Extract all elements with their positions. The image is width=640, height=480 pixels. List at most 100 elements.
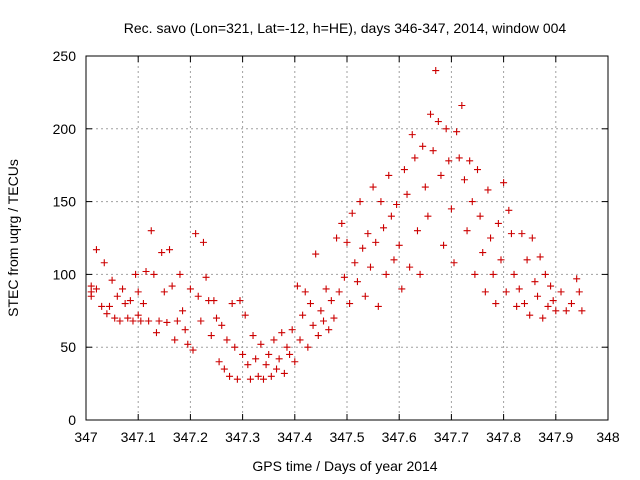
- data-point: [254, 372, 262, 380]
- data-point: [166, 246, 174, 254]
- data-point: [510, 270, 518, 278]
- data-point: [210, 297, 218, 305]
- data-point: [301, 288, 309, 296]
- data-point: [445, 157, 453, 165]
- data-point: [304, 343, 312, 351]
- data-point: [497, 256, 505, 264]
- data-point: [246, 375, 254, 383]
- data-point: [479, 249, 487, 257]
- data-point: [460, 176, 468, 184]
- data-point: [325, 326, 333, 334]
- data-points: [87, 67, 586, 383]
- data-point: [197, 317, 205, 325]
- data-point: [406, 263, 414, 271]
- data-point: [562, 307, 570, 315]
- data-point: [333, 234, 341, 242]
- data-point: [369, 183, 377, 191]
- data-point: [489, 270, 497, 278]
- data-point: [549, 297, 557, 305]
- data-point: [186, 285, 194, 293]
- data-point: [380, 224, 388, 232]
- data-point: [270, 336, 278, 344]
- data-point: [374, 302, 382, 310]
- data-point: [283, 343, 291, 351]
- data-point: [152, 329, 160, 337]
- data-point: [192, 230, 200, 238]
- data-point: [552, 307, 560, 315]
- grid: [86, 56, 608, 420]
- data-point: [539, 314, 547, 322]
- data-point: [265, 350, 273, 358]
- data-point: [528, 234, 536, 242]
- y-tick-label: 100: [53, 266, 77, 282]
- data-point: [507, 230, 515, 238]
- data-point: [134, 311, 142, 319]
- data-point: [100, 259, 108, 267]
- data-point: [150, 270, 158, 278]
- data-point: [327, 297, 335, 305]
- data-point: [322, 285, 330, 293]
- data-point: [184, 340, 192, 348]
- x-tick-label: 347.9: [538, 429, 573, 445]
- data-point: [218, 321, 226, 329]
- data-point: [450, 259, 458, 267]
- data-point: [335, 288, 343, 296]
- data-point: [523, 256, 531, 264]
- data-point: [515, 285, 523, 293]
- data-point: [398, 285, 406, 293]
- data-point: [252, 355, 260, 363]
- data-point: [541, 270, 549, 278]
- data-point: [202, 273, 210, 281]
- x-tick-label: 347.2: [173, 429, 208, 445]
- data-point: [526, 311, 534, 319]
- y-axis-ticks: 0 50 100 150 200 250: [53, 48, 608, 428]
- data-point: [442, 125, 450, 133]
- data-point: [411, 154, 419, 162]
- data-point: [215, 358, 223, 366]
- data-point: [163, 318, 171, 326]
- data-point: [471, 270, 479, 278]
- data-point: [194, 292, 202, 300]
- data-point: [226, 372, 234, 380]
- data-point: [531, 278, 539, 286]
- data-point: [338, 219, 346, 227]
- data-point: [139, 300, 147, 308]
- y-axis-label: STEC from uqrg / TECUs: [5, 159, 21, 317]
- data-point: [455, 154, 463, 162]
- data-point: [447, 205, 455, 213]
- data-point: [189, 346, 197, 354]
- data-point: [236, 297, 244, 305]
- x-axis-ticks: 347 347.1 347.2 347.3 347.4 347.5 347.6 347.7 34…: [74, 56, 620, 445]
- data-point: [481, 288, 489, 296]
- data-point: [129, 317, 137, 325]
- data-point: [124, 314, 132, 322]
- x-axis-label: GPS time / Days of year 2014: [252, 458, 437, 474]
- data-point: [557, 288, 565, 296]
- data-point: [179, 307, 187, 315]
- data-point: [395, 241, 403, 249]
- data-point: [377, 198, 385, 206]
- data-point: [145, 317, 153, 325]
- data-point: [181, 326, 189, 334]
- data-point: [220, 365, 228, 373]
- data-point: [359, 244, 367, 252]
- data-point: [351, 259, 359, 267]
- x-tick-label: 347.6: [382, 429, 417, 445]
- data-point: [296, 336, 304, 344]
- data-point: [171, 336, 179, 344]
- data-point: [299, 311, 307, 319]
- data-point: [340, 273, 348, 281]
- data-point: [416, 270, 424, 278]
- data-point: [429, 147, 437, 155]
- data-point: [567, 300, 575, 308]
- data-point: [502, 288, 510, 296]
- data-point: [317, 307, 325, 315]
- data-point: [440, 241, 448, 249]
- data-point: [213, 314, 220, 322]
- data-point: [176, 270, 184, 278]
- data-point: [424, 212, 432, 220]
- data-point: [103, 310, 111, 318]
- data-point: [544, 302, 552, 310]
- data-point: [249, 332, 257, 340]
- data-point: [573, 275, 581, 283]
